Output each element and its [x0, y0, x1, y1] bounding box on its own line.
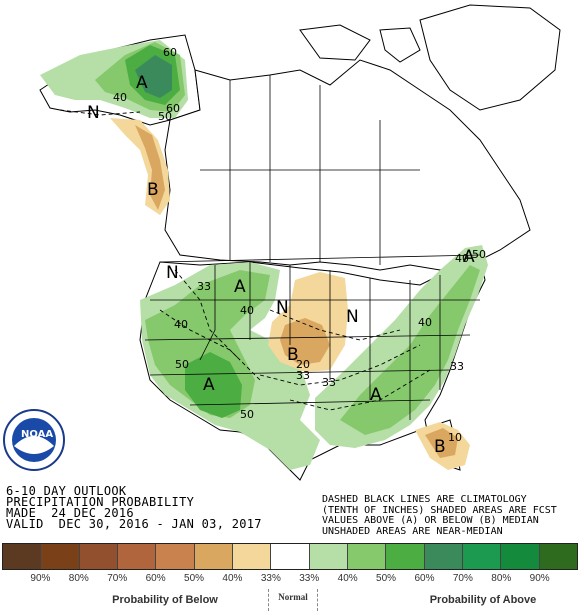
label-a-north: A — [234, 277, 246, 297]
arctic-islands — [299, 24, 371, 61]
legend-swatch — [117, 544, 157, 569]
noaa-logo-text: NOAA — [21, 429, 53, 440]
label-b-center: B — [287, 345, 299, 365]
contour-label: 10 — [448, 431, 462, 444]
label-a-southwest: A — [203, 375, 215, 395]
legend-swatch — [501, 544, 540, 569]
note-line: VALUES ABOVE (A) OR BELOW (B) MEDIAN — [322, 515, 539, 526]
legend-swatch — [232, 544, 272, 569]
contour-label: 40 — [455, 252, 469, 265]
label-n-alaska: N — [87, 103, 100, 123]
contour-label: 50 — [175, 358, 189, 371]
contour-label: 60 — [166, 102, 180, 115]
arctic-island-2 — [379, 27, 421, 63]
outlook-title: 6-10 DAY OUTLOOK PRECIPITATION PROBABILIT… — [6, 484, 262, 531]
climatology-lines — [59, 109, 431, 411]
contour-label: 20 — [296, 358, 310, 371]
contour-label: 33 — [450, 360, 464, 373]
normal-label: Normal — [268, 589, 318, 611]
contour-label: 60 — [163, 46, 177, 59]
above-label: Probability of Above — [429, 594, 537, 606]
below-label: Probability of Below — [112, 594, 218, 606]
legend-swatch — [462, 544, 502, 569]
label-a-southeast: A — [370, 385, 382, 405]
note-line: (TENTH OF INCHES) SHADED AREAS ARE FCST — [322, 504, 557, 516]
label-b-bc: B — [147, 180, 159, 200]
legend-swatch — [41, 544, 80, 569]
legend-tick-label: 33% — [260, 573, 281, 584]
label-n-nw: N — [166, 263, 179, 283]
legend-swatch — [309, 544, 348, 569]
bc-below-50 — [135, 125, 165, 210]
title-line: PRECIPITATION PROBABILITY — [6, 495, 195, 509]
label-b-florida: B — [434, 437, 446, 457]
note-line: DASHED BLACK LINES ARE CLIMATOLOGY — [322, 494, 527, 505]
legend-swatch — [79, 544, 118, 569]
probability-legend-bar — [2, 543, 578, 570]
contour-label: 40 — [174, 318, 188, 331]
legend-tick-label: 40% — [337, 573, 358, 584]
legend-tick-label: 60% — [145, 573, 166, 584]
forecast-labels: A B N N A N B N A A A B — [87, 73, 475, 457]
contour-label: 33 — [197, 280, 211, 293]
legend-swatch — [156, 544, 195, 569]
title-line: MADE 24 DEC 2016 — [6, 506, 134, 520]
contour-labels: 60 60 40 50 33 40 40 50 50 20 33 33 40 3… — [113, 46, 486, 444]
note-line: UNSHADED AREAS ARE NEAR-MEDIAN — [322, 525, 503, 537]
legend-swatch — [3, 544, 42, 569]
legend-swatch — [386, 544, 425, 569]
legend-tick-label: 80% — [491, 573, 512, 584]
legend-tick-label: 60% — [414, 573, 435, 584]
precipitation-outlook-map: A B N N A N B N A A A B 60 60 40 50 33 4… — [3, 4, 561, 481]
contour-label: 40 — [418, 316, 432, 329]
central-below-40 — [280, 318, 330, 365]
probability-legend-ticks: 90% 80% 70% 60% 50% 40% 33% 33% 40% 50% 60% 70% 80% 9… — [2, 573, 578, 584]
legend-note: DASHED BLACK LINES ARE CLIMATOLOGY (TENTH… — [322, 494, 557, 537]
contour-label: 50 — [158, 110, 172, 123]
legend-swatch — [424, 544, 463, 569]
label-a-northeast: A — [463, 247, 475, 267]
title-line: 6-10 DAY OUTLOOK — [6, 484, 127, 498]
contour-label: 50 — [240, 408, 254, 421]
contour-label: 40 — [240, 304, 254, 317]
legend-swatch — [539, 544, 577, 569]
legend-swatch — [194, 544, 233, 569]
legend-swatch — [347, 544, 387, 569]
label-a-alaska: A — [136, 73, 148, 93]
legend-swatch — [271, 544, 310, 569]
border-lines — [144, 75, 481, 420]
legend-tick-label: 80% — [68, 573, 89, 584]
alaska-above-70 — [135, 55, 172, 98]
contour-label: 40 — [113, 91, 127, 104]
legend-tick-label: 50% — [184, 573, 205, 584]
label-n-center: N — [276, 298, 289, 318]
legend-tick-label: 70% — [107, 573, 128, 584]
legend-tick-label: 70% — [452, 573, 473, 584]
west-above-60 — [185, 352, 242, 418]
contour-label: 50 — [472, 248, 486, 261]
legend-tick-label: 40% — [222, 573, 243, 584]
legend-tick-label: 33% — [299, 573, 320, 584]
noaa-logo: NOAA — [3, 409, 65, 471]
contour-label: 33 — [322, 376, 336, 389]
legend-tick-label: 90% — [529, 573, 550, 584]
greenland-land — [419, 4, 561, 111]
florida-below-40 — [425, 428, 458, 458]
title-line: VALID DEC 30, 2016 - JAN 03, 2017 — [6, 517, 262, 531]
legend-tick-label: 90% — [30, 573, 51, 584]
contour-label: 33 — [296, 369, 310, 382]
legend-tick-label: 50% — [376, 573, 397, 584]
label-n-east: N — [346, 307, 359, 327]
